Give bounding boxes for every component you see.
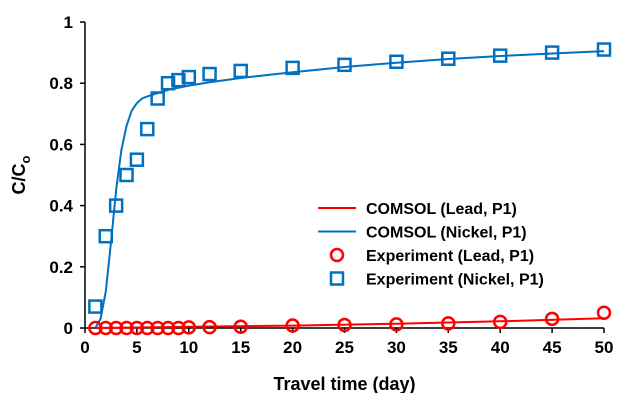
data-point [337, 57, 352, 73]
x-axis-ticks: 0 5 10 15 20 25 30 35 40 45 50 [80, 328, 613, 357]
data-point [150, 91, 165, 106]
data-point [108, 198, 124, 213]
data-point [492, 314, 508, 330]
x-tick-label: 35 [439, 338, 458, 357]
data-point [544, 45, 560, 60]
data-point [171, 72, 186, 88]
y-tick-label: 1 [64, 13, 73, 32]
data-point [98, 228, 114, 244]
data-point [202, 319, 217, 335]
legend-label: Experiment (Nickel, P1) [366, 272, 544, 289]
y-axis-title-main: C/C [9, 163, 29, 194]
legend-item: Experiment (Lead, P1) [329, 247, 534, 265]
x-tick-label: 30 [387, 338, 406, 357]
legend: COMSOL (Lead, P1) COMSOL (Nickel, P1) Expe… [318, 201, 544, 289]
data-point [202, 66, 217, 82]
data-point [150, 320, 165, 336]
data-point [88, 320, 103, 336]
x-axis-title: Travel time (day) [273, 374, 415, 393]
series-experiment-nickel-p1 [88, 42, 612, 314]
data-point [181, 69, 197, 85]
data-point [119, 167, 134, 183]
x-tick-label: 5 [132, 338, 141, 357]
data-point [596, 305, 612, 320]
data-point [285, 60, 300, 76]
y-tick-label: 0.6 [49, 135, 73, 154]
data-point [119, 320, 134, 336]
data-point [596, 42, 612, 57]
y-tick-label: 0 [64, 319, 73, 338]
data-point [140, 121, 155, 137]
data-point [544, 311, 560, 327]
x-tick-label: 45 [543, 338, 562, 357]
x-tick-label: 10 [179, 338, 198, 357]
data-point [171, 320, 186, 336]
data-point [389, 317, 404, 332]
y-axis-title: C/Co [9, 155, 33, 194]
series-experiment-lead-p1 [88, 305, 612, 336]
data-point [441, 51, 456, 66]
y-axis-title-subscript: o [18, 155, 33, 163]
series-layer [88, 42, 612, 336]
data-point [160, 320, 176, 336]
data-point [98, 320, 114, 336]
legend-label: Experiment (Lead, P1) [366, 248, 534, 265]
data-point [441, 316, 456, 331]
legend-label: COMSOL (Lead, P1) [366, 201, 517, 218]
data-point [337, 317, 352, 333]
y-axis-ticks: 0 0.2 0.4 0.6 0.8 1 [49, 13, 85, 338]
data-point [233, 63, 248, 79]
y-tick-label: 0.2 [49, 258, 73, 277]
legend-item: COMSOL (Nickel, P1) [318, 225, 527, 242]
data-point [108, 320, 124, 336]
x-tick-label: 20 [283, 338, 302, 357]
data-point [140, 320, 155, 336]
legend-label: COMSOL (Nickel, P1) [366, 225, 527, 242]
x-tick-label: 40 [491, 338, 510, 357]
data-point [285, 318, 300, 333]
data-point [233, 319, 248, 335]
data-point [492, 48, 508, 63]
y-tick-label: 0.8 [49, 74, 73, 93]
data-point [129, 320, 145, 336]
x-tick-label: 25 [335, 338, 354, 357]
x-tick-label: 0 [80, 338, 89, 357]
data-point [129, 152, 145, 167]
legend-item: Experiment (Nickel, P1) [329, 271, 544, 289]
y-tick-label: 0.4 [49, 197, 73, 216]
legend-swatch [329, 271, 345, 286]
legend-item: COMSOL (Lead, P1) [318, 201, 517, 218]
legend-swatch [329, 247, 345, 263]
data-point [160, 75, 176, 91]
data-point [181, 320, 197, 335]
data-point [389, 54, 404, 70]
data-point [88, 299, 103, 314]
x-tick-label: 15 [231, 338, 250, 357]
x-tick-label: 50 [595, 338, 614, 357]
